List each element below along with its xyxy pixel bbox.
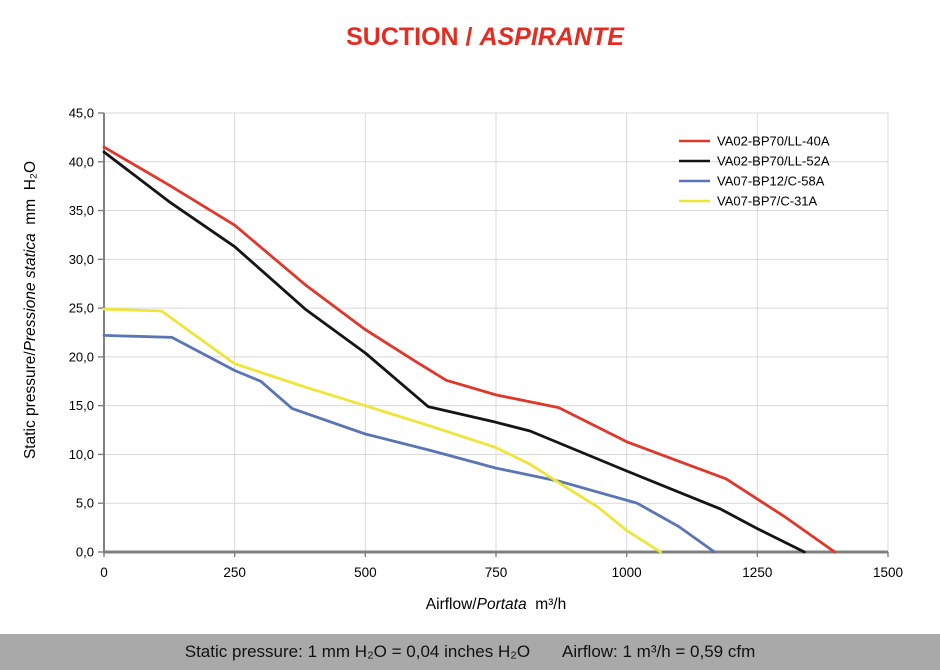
y-tick-label: 20,0 [69,349,94,364]
chart-title: SUCTION / ASPIRANTE [30,23,940,52]
line-chart: 0,0 5,0 10,0 15,0 20,0 25,0 30,0 35,0 40,0 45,0 0 2… [69,106,903,581]
x-tick-label: 250 [223,565,246,580]
x-axis-title-normal: Airflow/ [425,596,477,613]
x-tick-label: 0 [100,565,108,580]
legend-label-VA02-BP70/LL-40A: VA02-BP70/LL-40A [717,134,830,149]
x-tick-label: 1250 [742,565,772,580]
series-line-VA07-BP7/C-31A [102,307,662,554]
y-tick-label: 40,0 [69,154,94,169]
y-tick-label: 35,0 [69,203,94,218]
y-tick-label: 10,0 [69,447,94,462]
series-line-VA02-BP70/LL-52A [102,150,806,554]
series-line-VA02-BP70/LL-40A [102,145,837,554]
conversion-footer-bar: Static pressure: 1 mm H₂O = 0,04 inches … [0,634,940,670]
legend-label-VA02-BP70/LL-52A: VA02-BP70/LL-52A [717,154,830,169]
y-axis-title-normal: Static pressure/ [22,351,39,460]
y-axis-title-unit: mm H₂O [22,160,39,234]
footer-pressure-conversion: Static pressure: 1 mm H₂O = 0,04 inches … [184,642,531,661]
chart-title-italic: ASPIRANTE [479,23,624,51]
legend-label-VA07-BP12/C-58A: VA07-BP12/C-58A [717,174,825,189]
x-axis-title-unit: m³/h [526,596,567,613]
y-tick-label: 45,0 [69,106,94,121]
x-tick-label: 1000 [612,565,642,580]
y-tick-label: 0,0 [76,545,94,560]
x-tick-label: 750 [485,565,508,580]
x-axis-title: Airflow/Portata m³/h [104,596,888,614]
x-tick-label: 500 [354,565,377,580]
chart-title-normal: SUCTION / [346,23,480,51]
y-axis-title: Static pressure/Pressione statica mm H₂O [22,65,44,555]
x-tick-label: 1500 [873,565,903,580]
y-axis-title-italic: Pressione statica [22,233,39,352]
series-line-VA07-BP12/C-58A [102,333,716,554]
y-tick-label: 15,0 [69,398,94,413]
footer-airflow-conversion: Airflow: 1 m³/h = 0,59 cfm [562,642,756,661]
x-axis-title-italic: Portata [476,596,527,613]
legend-label-VA07-BP7/C-31A: VA07-BP7/C-31A [717,194,818,209]
y-tick-label: 25,0 [69,301,94,316]
y-tick-label: 5,0 [76,496,94,511]
y-tick-label: 30,0 [69,252,94,267]
